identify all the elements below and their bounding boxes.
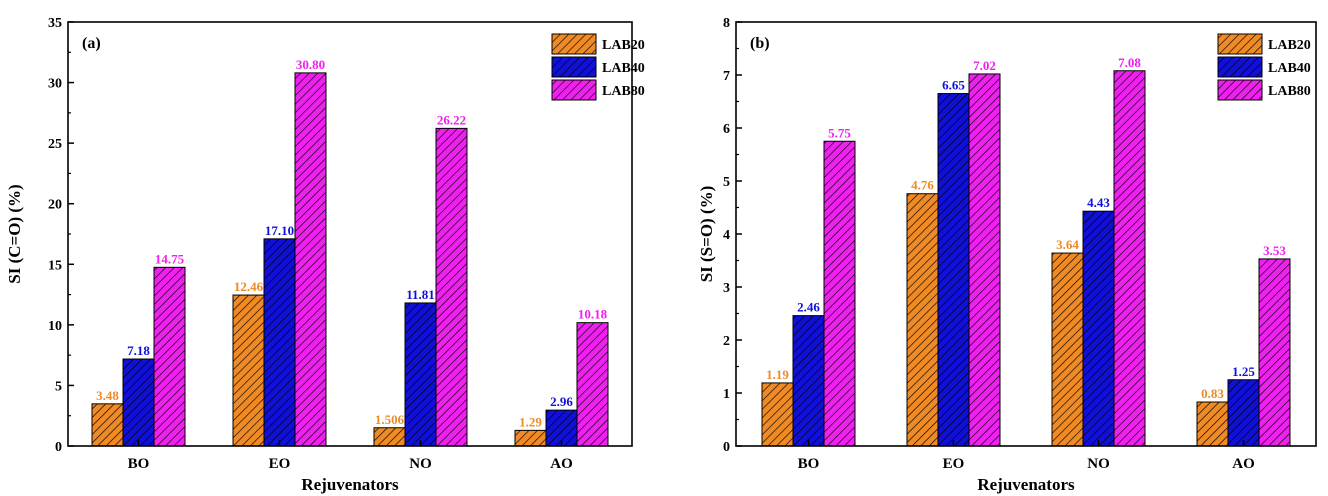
y-tick-label: 0: [723, 440, 730, 455]
legend-swatch-lab20: [1217, 33, 1263, 55]
data-label-bo-lab40: 2.46: [797, 300, 820, 315]
data-label-no-lab80: 26.22: [437, 112, 466, 127]
data-label-bo-lab40: 7.18: [127, 343, 150, 358]
bar-bo-lab20: [91, 403, 124, 447]
y-tick-label: 20: [48, 198, 62, 213]
data-label-ao-lab80: 3.53: [1263, 243, 1286, 258]
y-tick-label: 6: [723, 122, 730, 137]
data-label-eo-lab40: 17.10: [265, 223, 294, 238]
y-tick-label: 8: [723, 16, 730, 31]
legend-label-lab80: LAB80: [602, 84, 645, 99]
bar-bo-lab40: [792, 315, 825, 447]
y-axis-title: SI (C=O) (%): [5, 184, 24, 283]
bar-ao-lab20: [1196, 401, 1229, 447]
y-tick-label: 4: [723, 228, 730, 243]
legend-label-lab80: LAB80: [1268, 84, 1311, 99]
data-label-ao-lab20: 1.29: [519, 414, 542, 429]
legend-swatch-lab80: [1217, 79, 1263, 101]
data-label-ao-lab40: 1.25: [1232, 364, 1255, 379]
bar-bo-lab80: [153, 266, 186, 447]
panel-label: (b): [750, 35, 770, 52]
data-label-ao-lab20: 0.83: [1201, 386, 1224, 401]
bar-bo-lab80: [823, 140, 856, 447]
bar-eo-lab20: [232, 294, 265, 447]
bar-no-lab80: [435, 127, 468, 447]
y-tick-label: 15: [48, 258, 62, 273]
bar-bo-lab20: [761, 382, 794, 447]
legend-swatch-lab80: [551, 79, 597, 101]
bar-no-lab80: [1113, 70, 1146, 447]
legend-swatch-lab40: [1217, 56, 1263, 78]
y-tick-label: 25: [48, 137, 62, 152]
x-tick-label-eo: EO: [269, 456, 291, 472]
data-label-bo-lab80: 14.75: [155, 251, 185, 266]
data-label-eo-lab20: 12.46: [234, 279, 264, 294]
legend-swatch-lab40: [551, 56, 597, 78]
data-label-no-lab40: 4.43: [1087, 195, 1110, 210]
bar-ao-lab20: [514, 429, 547, 447]
bar-ao-lab40: [1227, 379, 1260, 447]
x-tick-label-bo: BO: [798, 456, 820, 472]
x-axis-title: Rejuvenators: [301, 475, 399, 494]
data-label-no-lab20: 1.506: [375, 412, 405, 427]
bar-ao-lab80: [1258, 258, 1291, 447]
data-label-no-lab20: 3.64: [1056, 237, 1079, 252]
data-label-eo-lab40: 6.65: [942, 78, 965, 93]
panel-label: (a): [82, 35, 101, 52]
y-tick-label: 0: [55, 440, 62, 455]
y-tick-label: 1: [723, 387, 730, 402]
y-axis-title: SI (S=O) (%): [697, 186, 716, 283]
y-tick-label: 7: [723, 69, 730, 84]
y-tick-label: 5: [55, 379, 62, 394]
bar-bo-lab40: [122, 358, 155, 447]
data-label-no-lab40: 11.81: [406, 287, 435, 302]
bar-no-lab40: [1082, 210, 1115, 447]
x-tick-label-bo: BO: [128, 456, 150, 472]
legend-label-lab20: LAB20: [1268, 38, 1311, 53]
y-tick-label: 3: [723, 281, 730, 296]
y-tick-label: 5: [723, 175, 730, 190]
bar-no-lab40: [404, 302, 437, 447]
data-label-eo-lab80: 7.02: [973, 58, 996, 73]
data-label-no-lab80: 7.08: [1118, 55, 1141, 70]
y-tick-label: 30: [48, 77, 62, 92]
y-tick-label: 10: [48, 319, 62, 334]
bar-eo-lab40: [937, 93, 970, 447]
bar-ao-lab80: [576, 322, 609, 447]
x-tick-label-no: NO: [1087, 456, 1110, 472]
bar-eo-lab40: [263, 238, 296, 447]
legend-label-lab20: LAB20: [602, 38, 645, 53]
bar-no-lab20: [1051, 252, 1084, 447]
chart-panel-a: 3.48 7.18 14.75 BO 12.46 17.10 30.80 EO 1.506 11.…: [5, 16, 645, 494]
y-tick-label: 35: [48, 16, 62, 31]
data-label-ao-lab80: 10.18: [578, 307, 608, 322]
legend-label-lab40: LAB40: [1268, 61, 1311, 76]
x-axis-title: Rejuvenators: [977, 475, 1075, 494]
chart-panel-b: 1.19 2.46 5.75 BO 4.76 6.65 7.02 EO 3.64 4.43 7.08…: [697, 16, 1317, 494]
bar-no-lab20: [373, 427, 406, 447]
x-tick-label-ao: AO: [1232, 456, 1255, 472]
legend-label-lab40: LAB40: [602, 61, 645, 76]
data-label-ao-lab40: 2.96: [550, 394, 573, 409]
legend-swatch-lab20: [551, 33, 597, 55]
x-tick-label-no: NO: [409, 456, 432, 472]
data-label-bo-lab20: 1.19: [766, 367, 789, 382]
bar-eo-lab80: [968, 73, 1001, 447]
x-tick-label-ao: AO: [550, 456, 573, 472]
data-label-eo-lab80: 30.80: [296, 57, 325, 72]
data-label-eo-lab20: 4.76: [911, 178, 934, 193]
data-label-bo-lab80: 5.75: [828, 125, 851, 140]
bar-eo-lab20: [906, 193, 939, 447]
data-label-bo-lab20: 3.48: [96, 388, 119, 403]
x-tick-label-eo: EO: [943, 456, 965, 472]
y-tick-label: 2: [723, 334, 730, 349]
bar-eo-lab80: [294, 72, 327, 447]
